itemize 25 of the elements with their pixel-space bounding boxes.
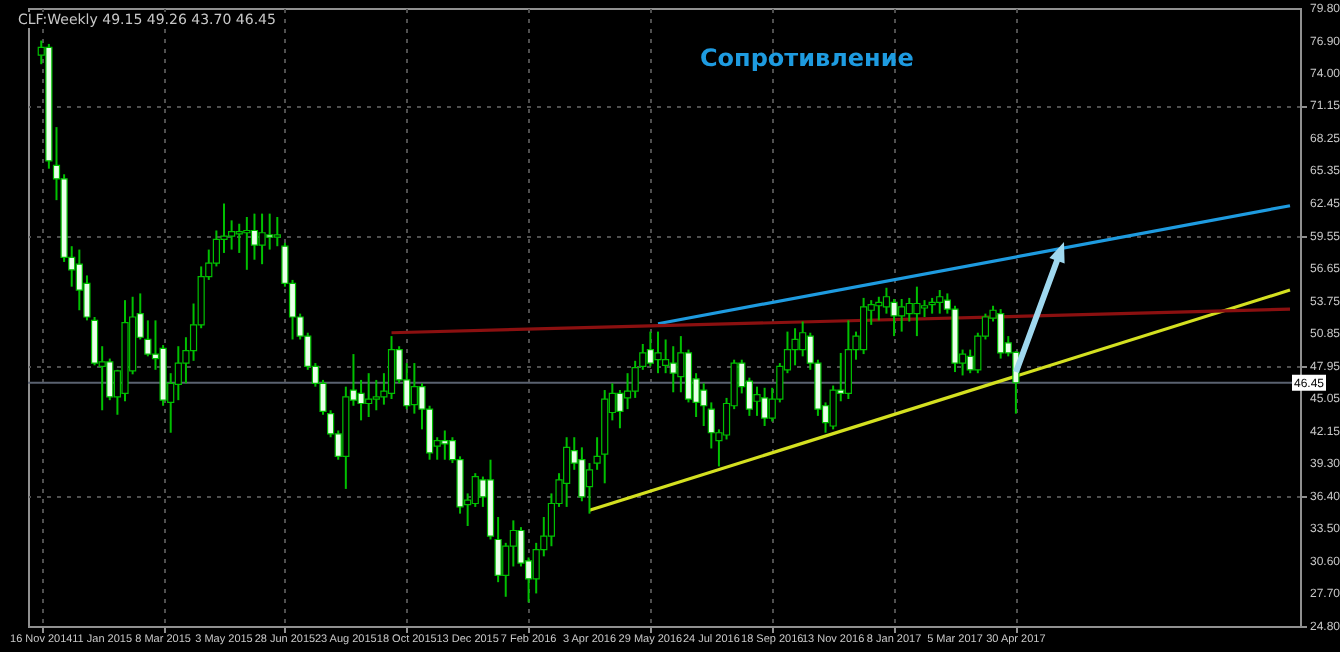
candlestick bbox=[410, 362, 418, 415]
candlestick bbox=[677, 335, 685, 394]
candlestick bbox=[75, 248, 83, 312]
candlestick bbox=[875, 295, 883, 322]
candlestick bbox=[913, 285, 921, 338]
candlestick bbox=[441, 429, 449, 461]
candlestick bbox=[844, 319, 852, 401]
candlestick bbox=[646, 330, 654, 368]
candlestick bbox=[860, 296, 868, 356]
candlestick bbox=[563, 436, 571, 508]
candlestick bbox=[997, 308, 1005, 360]
candlestick bbox=[372, 378, 380, 412]
candlestick bbox=[387, 335, 396, 401]
candlestick bbox=[791, 327, 799, 367]
candlestick bbox=[654, 330, 662, 375]
candlestick bbox=[761, 386, 769, 427]
candlestick bbox=[243, 216, 251, 271]
candlestick bbox=[936, 289, 944, 315]
candlestick bbox=[273, 216, 281, 248]
candlestick bbox=[365, 372, 373, 418]
annotation: Сопротивление bbox=[700, 44, 914, 72]
candlestick bbox=[898, 298, 906, 333]
candlestick bbox=[669, 345, 677, 394]
candlestick bbox=[258, 212, 266, 266]
candlestick bbox=[266, 212, 274, 251]
